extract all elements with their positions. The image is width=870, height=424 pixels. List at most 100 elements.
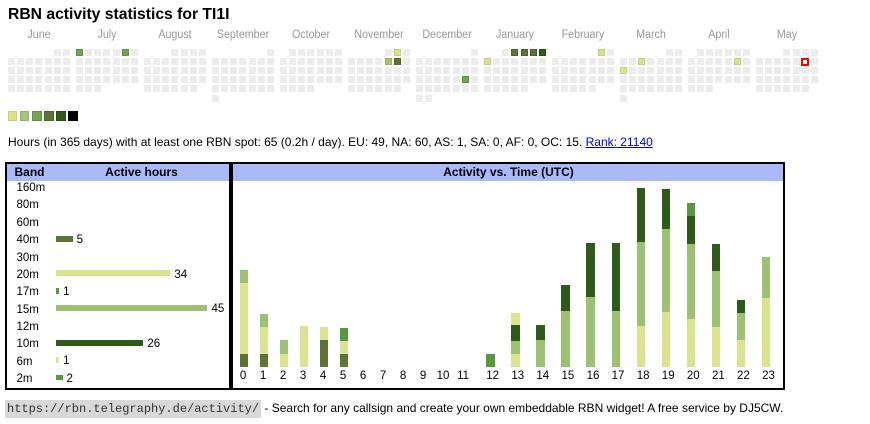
calendar-day — [230, 85, 238, 93]
table-header — [6, 163, 783, 181]
calendar-day — [239, 67, 247, 75]
calendar-day — [384, 85, 392, 93]
calendar-day — [551, 85, 559, 93]
hour-label-3: 3 — [299, 369, 307, 382]
calendar-day — [597, 58, 605, 66]
calendar-day — [570, 76, 578, 84]
calendar-day — [502, 49, 510, 56]
calendar-day — [674, 76, 682, 84]
calendar-day — [470, 58, 478, 66]
calendar-day — [75, 58, 83, 66]
calendar-day — [492, 58, 500, 66]
band-value-10m: 26 — [147, 338, 161, 351]
hour-label-2: 2 — [279, 369, 287, 382]
calendar-day — [520, 85, 528, 93]
hour-label-11: 11 — [457, 369, 470, 382]
calendar-day — [461, 67, 469, 75]
calendar-day — [470, 76, 478, 84]
rank-link[interactable]: Rank: 21140 — [585, 135, 653, 149]
calendar-day — [220, 76, 228, 84]
calendar-day — [792, 76, 800, 84]
calendar-day — [696, 85, 704, 93]
calendar-day — [492, 85, 500, 93]
calendar-day — [189, 58, 197, 66]
calendar-day — [257, 58, 265, 66]
calendar-day — [239, 58, 247, 66]
calendar-day — [801, 76, 809, 84]
calendar-day — [452, 76, 460, 84]
calendar-day — [801, 85, 809, 93]
month-label-february: February — [561, 29, 605, 41]
footer-text: - Search for any callsign and create you… — [261, 400, 784, 415]
calendar-day — [230, 58, 238, 66]
calendar-day — [75, 67, 83, 75]
calendar-day — [764, 85, 772, 93]
calendar-day — [198, 76, 206, 84]
calendar-day — [511, 76, 519, 84]
calendar-day — [230, 67, 238, 75]
activity-vs-time-header: Activity vs. Time (UTC) — [443, 165, 574, 179]
calendar-day — [44, 85, 52, 93]
calendar-day — [415, 85, 423, 93]
calendar-day — [288, 76, 296, 84]
footer: https://rbn.telegraphy.de/activity/ - Se… — [5, 399, 784, 418]
calendar-day — [570, 85, 578, 93]
calendar-day — [44, 58, 52, 66]
calendar-day — [492, 67, 500, 75]
legend-level-5 — [56, 111, 66, 121]
band-value-6m: 1 — [63, 355, 70, 368]
calendar-day — [674, 85, 682, 93]
stats-line: Hours (in 365 days) with at least one RB… — [8, 135, 653, 149]
hour-label-8: 8 — [399, 369, 407, 382]
calendar-day — [742, 67, 750, 75]
band-label-15m: 15m — [16, 303, 39, 316]
calendar-day — [402, 58, 410, 66]
calendar-day — [62, 58, 70, 66]
calendar-day — [415, 94, 423, 102]
calendar-day — [656, 76, 664, 84]
calendar-day — [298, 85, 306, 93]
calendar-day — [84, 58, 92, 66]
calendar-day — [810, 49, 818, 56]
calendar-day — [755, 76, 763, 84]
calendar-day — [103, 76, 111, 84]
page-title: RBN activity statistics for TI1I — [8, 6, 230, 23]
calendar-day — [638, 76, 646, 84]
calendar-day — [774, 76, 782, 84]
calendar-day — [152, 58, 160, 66]
calendar-day-active — [529, 49, 537, 56]
calendar-day — [248, 58, 256, 66]
chart-segment-h18-15m — [636, 242, 646, 327]
calendar-day — [94, 85, 102, 93]
calendar-day — [560, 58, 568, 66]
calendar-day — [171, 49, 179, 56]
calendar-day — [424, 85, 432, 93]
chart-segment-h13-6m — [511, 312, 520, 325]
chart-segment-h19-10m — [661, 188, 671, 229]
calendar-day — [53, 76, 61, 84]
calendar-day — [783, 85, 791, 93]
calendar-day — [334, 76, 342, 84]
calendar-day — [130, 58, 138, 66]
calendar-day — [628, 76, 636, 84]
calendar-day — [415, 76, 423, 84]
legend-level-1 — [7, 111, 18, 121]
calendar-day — [687, 85, 695, 93]
hour-label-23: 23 — [762, 369, 775, 382]
calendar-day — [248, 76, 256, 84]
calendar-day — [570, 58, 578, 66]
band-label-2m: 2m — [16, 373, 33, 386]
chart-segment-h21-10m — [711, 244, 721, 272]
calendar-day — [560, 85, 568, 93]
chart-segment-h2-15m — [279, 339, 289, 355]
calendar-day-active — [483, 58, 491, 66]
calendar-day — [724, 49, 732, 56]
calendar-day — [16, 85, 24, 93]
calendar-day — [325, 58, 333, 66]
band-label-12m: 12m — [16, 321, 39, 334]
chart-segment-h14-10m — [536, 325, 545, 340]
calendar-day — [483, 67, 491, 75]
calendar-day — [393, 85, 401, 93]
calendar-day — [288, 58, 296, 66]
calendar-day — [53, 85, 61, 93]
